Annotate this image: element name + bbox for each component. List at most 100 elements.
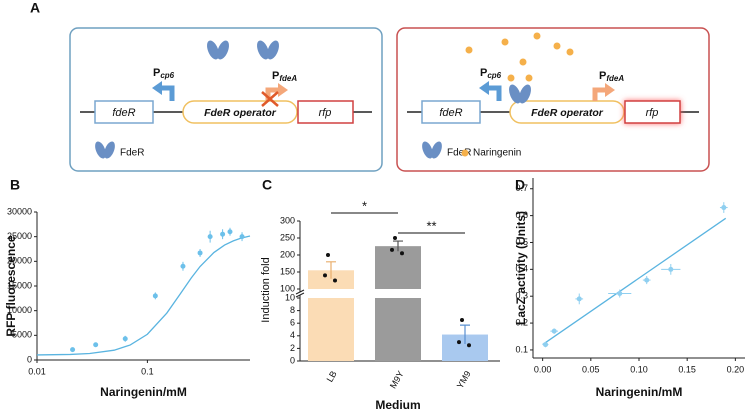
data-point: [551, 328, 557, 334]
arrow-head: [278, 83, 288, 97]
reporter-box: [624, 100, 681, 124]
y-tick-label: 8: [290, 305, 295, 315]
gene-box: [94, 100, 154, 124]
data-point: [668, 266, 674, 272]
data-point: [617, 291, 623, 297]
y-tick-label: 0.3: [515, 291, 528, 301]
y-tick-label: 0.6: [515, 210, 528, 220]
promoter-subscript: cp6: [160, 71, 174, 80]
promoter-arrow: [488, 85, 502, 101]
protein-fder: [519, 84, 531, 104]
protein-fder: [95, 141, 106, 159]
bar: [375, 298, 421, 361]
x-tick-label: 0.00: [534, 364, 552, 374]
y-tick-label: 250: [280, 232, 295, 242]
promoter-name: P: [480, 67, 487, 79]
data-point: [543, 342, 549, 348]
x-tick-label: 0.1: [141, 366, 154, 376]
data-point: [207, 234, 213, 240]
y-tick-label: 10000: [7, 305, 32, 315]
y-tick-label: 0.1: [515, 344, 528, 354]
naringenin: [553, 42, 561, 50]
replicate-point: [400, 251, 404, 256]
panel-label: B: [10, 177, 20, 193]
replicate-point: [467, 343, 471, 348]
promoter-subscript: fdeA: [606, 74, 624, 83]
promoter-subscript: cp6: [487, 71, 501, 80]
data-point: [152, 293, 158, 299]
x-tick-label: 0.10: [630, 364, 648, 374]
data-point: [70, 347, 76, 353]
y-tick-label: 150: [280, 266, 295, 276]
reporter-box: [297, 100, 354, 124]
x-tick-label: 0.15: [678, 364, 696, 374]
panel-label: D: [515, 177, 525, 193]
naringenin: [465, 46, 473, 54]
gene-label: fdeR: [112, 107, 135, 119]
y-tick-label: 5000: [12, 330, 32, 340]
replicate-point: [326, 253, 330, 257]
promoter-label: PfdeA: [272, 70, 297, 83]
y-axis-label: Induction fold: [260, 257, 272, 322]
y-tick-label: 10: [285, 292, 295, 302]
protein-fder: [217, 40, 229, 60]
x-tick-label: YM9: [455, 369, 473, 390]
y-tick-label: 300: [280, 215, 295, 225]
x-tick-label: 0.05: [582, 364, 600, 374]
y-tick-label: 0: [27, 354, 32, 364]
protein-fder: [509, 84, 521, 104]
bar: [308, 298, 354, 361]
data-point: [197, 250, 203, 256]
operator-box: [509, 100, 625, 124]
arrow-head: [152, 81, 162, 95]
naringenin: [501, 38, 509, 46]
protein-fder: [207, 40, 219, 60]
data-point: [227, 229, 233, 235]
naringenin: [566, 48, 574, 56]
replicate-point: [333, 278, 337, 283]
legend-label: Naringenin: [473, 148, 521, 159]
y-tick-label: 15000: [7, 280, 32, 290]
protein-fder: [267, 40, 279, 60]
x-axis-label: Naringenin/mM: [100, 385, 187, 399]
promoter-label: PfdeA: [599, 70, 624, 83]
data-point: [721, 205, 727, 211]
promoter-name: P: [153, 67, 160, 79]
promoter-name: P: [272, 70, 279, 82]
reporter-label: rfp: [319, 107, 332, 119]
panel-label: C: [262, 177, 272, 193]
arrow-head: [605, 83, 615, 97]
panel-box: [396, 27, 710, 172]
naringenin: [507, 74, 515, 82]
arrow-head: [479, 81, 489, 95]
y-tick-label: 4: [290, 330, 295, 340]
gene-box: [421, 100, 481, 124]
legend-dot: [461, 149, 469, 157]
protein-fder: [431, 141, 442, 159]
y-tick-label: 200: [280, 249, 295, 259]
data-point: [644, 277, 650, 283]
replicate-point: [393, 236, 397, 240]
data-point: [122, 336, 128, 342]
replicate-point: [323, 273, 327, 278]
replicate-point: [460, 318, 464, 323]
operator-box: [182, 100, 298, 124]
reporter-label: rfp: [646, 107, 659, 119]
data-point: [180, 263, 186, 269]
x-tick-label: LB: [325, 369, 339, 384]
operator-label: FdeR operator: [531, 107, 604, 119]
bar: [308, 270, 354, 289]
data-point: [576, 296, 582, 302]
y-tick-label: 0: [290, 355, 295, 365]
x-tick-label: 0.20: [727, 364, 745, 374]
promoter-arrow: [161, 85, 175, 101]
y-tick-label: 0.7: [515, 183, 528, 193]
protein-fder: [104, 141, 115, 159]
data-point: [93, 342, 99, 348]
y-tick-label: 25000: [7, 231, 32, 241]
legend-label: FdeR: [447, 148, 471, 159]
